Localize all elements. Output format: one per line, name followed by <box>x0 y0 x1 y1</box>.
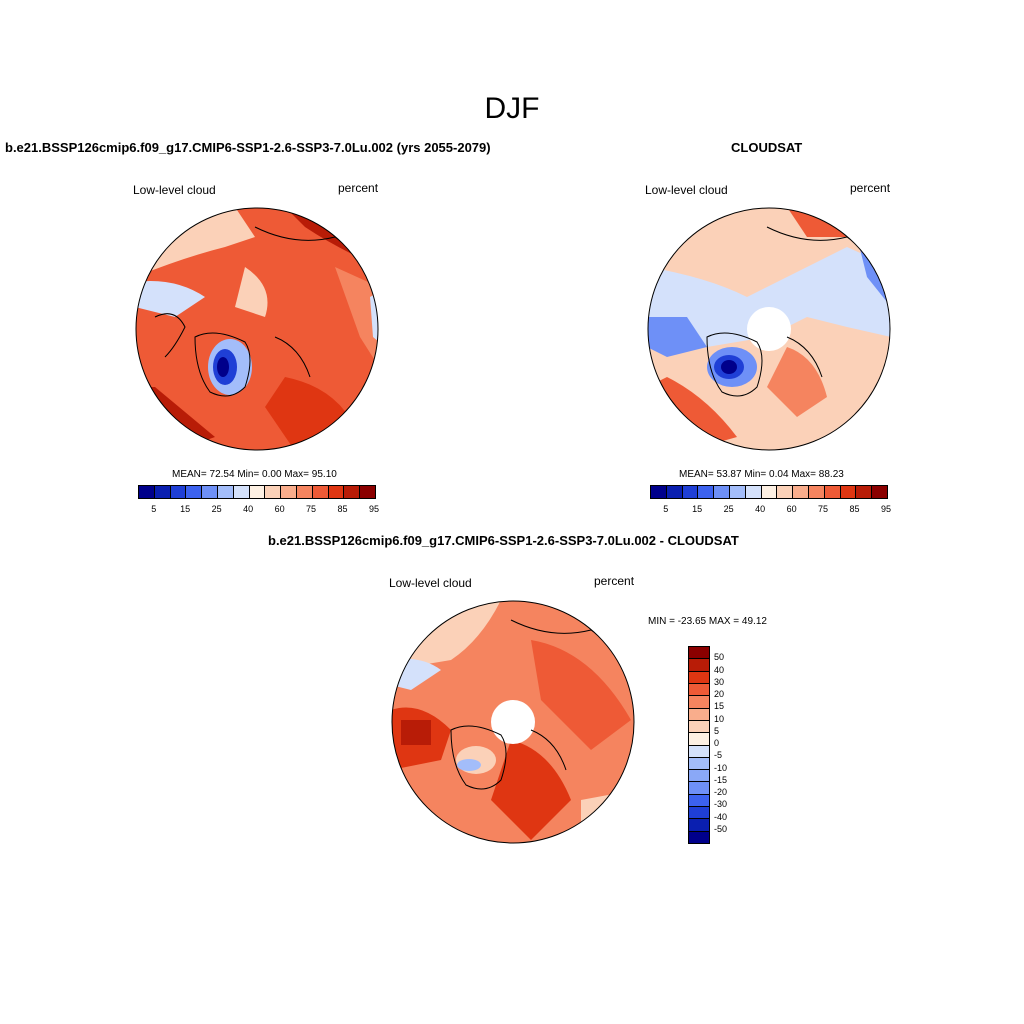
panel-2-colorbar-swatch <box>777 486 794 498</box>
panel-1-colorbar <box>138 485 376 499</box>
panel-1-colorbar-tick-label: 75 <box>306 504 317 514</box>
panel-3-colorbar-swatch <box>689 647 709 660</box>
panel-2-colorbar-tick-label: 5 <box>663 504 669 514</box>
panel-3-colorbar-tick-label: 15 <box>714 701 725 712</box>
panel-3-colorbar-swatch <box>689 659 709 672</box>
panel-2-colorbar-ticks: 5 15 25 40 60 75 85 95 <box>650 504 891 516</box>
panel-2-colorbar-swatch <box>808 486 825 498</box>
panel-1-colorbar-tick-label: 25 <box>211 504 222 514</box>
panel-3-variable-label: Low-level cloud <box>389 576 472 590</box>
panel-2-colorbar-tick-label: 85 <box>849 504 860 514</box>
panel-3-colorbar-tick-label: 40 <box>714 664 725 675</box>
panel-1-polar-map <box>135 207 379 451</box>
panel-1-colorbar-swatch <box>328 486 345 498</box>
panel-3-colorbar-tick-label: 50 <box>714 652 725 663</box>
panel-2-colorbar-tick-label: 40 <box>755 504 766 514</box>
panel-1-title: b.e21.BSSP126cmip6.f09_g17.CMIP6-SSP1-2.… <box>5 140 491 155</box>
panel-1-colorbar-swatch <box>312 486 329 498</box>
panel-1-colorbar-swatch <box>139 486 155 498</box>
panel-1-colorbar-swatch <box>265 486 282 498</box>
panel-2-colorbar-swatch <box>698 486 715 498</box>
panel-3-colorbar-tick-label: -40 <box>714 811 728 822</box>
panel-2-colorbar-tick-label: 15 <box>692 504 703 514</box>
panel-1-colorbar-swatch <box>360 486 375 498</box>
panel-1-colorbar-tick-label: 95 <box>368 504 380 514</box>
panel-1-stats: MEAN= 72.54 Min= 0.00 Max= 95.10 <box>172 469 337 480</box>
panel-3-colorbar-swatch <box>689 720 709 734</box>
panel-2-colorbar-tick-label: 75 <box>818 504 829 514</box>
panel-1-colorbar-tick-label: 85 <box>337 504 348 514</box>
panel-3-colorbar-swatch <box>689 807 709 820</box>
panel-2-colorbar-swatch <box>872 486 887 498</box>
panel-3-colorbar-tick-label: -10 <box>714 762 728 773</box>
panel-3-polar-map <box>391 600 635 844</box>
panel-3-colorbar-tick-label: -5 <box>714 750 723 761</box>
panel-3-colorbar-tick-label: -30 <box>714 799 728 810</box>
panel-1-colorbar-swatch <box>154 486 171 498</box>
panel-2-colorbar-tick-label: 95 <box>880 504 892 514</box>
panel-1-colorbar-swatch <box>170 486 187 498</box>
panel-1-colorbar-tick-label: 15 <box>180 504 191 514</box>
panel-2-colorbar-swatch <box>824 486 841 498</box>
panel-3-colorbar-tick-label: -15 <box>714 774 728 785</box>
panel-3-colorbar-tick-label: -20 <box>714 787 728 797</box>
panel-1-colorbar-ticks: 5 15 25 40 60 75 85 95 <box>138 504 379 516</box>
panel-3-colorbar-swatch <box>689 745 709 758</box>
panel-2-colorbar-swatch <box>856 486 873 498</box>
panel-3-colorbar-swatch <box>689 696 709 709</box>
panel-3-colorbar-swatch <box>689 819 709 832</box>
main-title: DJF <box>484 92 540 125</box>
panel-3-colorbar <box>688 646 710 844</box>
panel-3-colorbar-tick-label: 30 <box>714 676 725 687</box>
panel-3-colorbar-ticks: 50 40 30 20 15 10 5 0 -5 -10 -15 -20 -30 -40 -50 <box>714 646 754 842</box>
panel-2-polar-map <box>647 207 891 451</box>
panel-2-colorbar-swatch <box>745 486 762 498</box>
panel-3-colorbar-swatch <box>689 683 709 697</box>
panel-1-colorbar-swatch <box>344 486 361 498</box>
panel-1-colorbar-swatch <box>296 486 313 498</box>
panel-1-variable-label: Low-level cloud <box>133 183 216 197</box>
panel-1-colorbar-swatch <box>217 486 234 498</box>
panel-3-colorbar-swatch <box>689 794 709 808</box>
panel-2-colorbar-swatch <box>761 486 778 498</box>
panel-2-title: CLOUDSAT <box>731 140 803 155</box>
panel-2-units-label: percent <box>850 181 891 195</box>
panel-3-title: b.e21.BSSP126cmip6.f09_g17.CMIP6-SSP1-2.… <box>268 533 739 548</box>
panel-3-colorbar-swatch <box>689 831 709 843</box>
panel-2-colorbar-swatch <box>729 486 746 498</box>
panel-1-colorbar-tick-label: 5 <box>151 504 157 514</box>
panel-2-variable-label: Low-level cloud <box>645 183 728 197</box>
panel-2-colorbar-tick-label: 60 <box>786 504 797 514</box>
panel-1-colorbar-swatch <box>233 486 250 498</box>
panel-3-colorbar-swatch <box>689 782 709 795</box>
panel-3-colorbar-tick-label: 0 <box>714 738 720 748</box>
panel-1-colorbar-swatch <box>249 486 266 498</box>
panel-3-colorbar-swatch <box>689 708 709 721</box>
panel-2-colorbar-swatch <box>651 486 667 498</box>
panel-3-colorbar-swatch <box>689 671 709 684</box>
panel-3-colorbar-swatch <box>689 770 709 783</box>
panel-1-units-label: percent <box>338 181 379 195</box>
panel-2-colorbar-swatch <box>793 486 809 498</box>
panel-2-colorbar-swatch <box>682 486 699 498</box>
panel-2-colorbar-swatch <box>666 486 683 498</box>
panel-3-colorbar-tick-label: -50 <box>714 823 728 834</box>
panel-3-units-label: percent <box>594 574 635 588</box>
panel-3-colorbar-tick-label: 10 <box>714 713 725 724</box>
panel-2-stats: MEAN= 53.87 Min= 0.04 Max= 88.23 <box>679 469 844 480</box>
panel-1-colorbar-swatch <box>202 486 218 498</box>
panel-3-stats: MIN = -23.65 MAX = 49.12 <box>648 616 767 627</box>
panel-1-colorbar-tick-label: 40 <box>243 504 254 514</box>
panel-3-colorbar-swatch <box>689 757 709 771</box>
panel-3-colorbar-tick-label: 20 <box>714 689 725 699</box>
panel-2-colorbar-swatch <box>840 486 857 498</box>
panel-2-colorbar <box>650 485 888 499</box>
panel-3-colorbar-tick-label: 5 <box>714 725 720 736</box>
panel-2-colorbar-swatch <box>714 486 730 498</box>
panel-1-colorbar-swatch <box>281 486 297 498</box>
panel-2-colorbar-tick-label: 25 <box>723 504 734 514</box>
panel-1-colorbar-tick-label: 60 <box>274 504 285 514</box>
panel-1-colorbar-swatch <box>186 486 203 498</box>
panel-3-colorbar-swatch <box>689 733 709 746</box>
